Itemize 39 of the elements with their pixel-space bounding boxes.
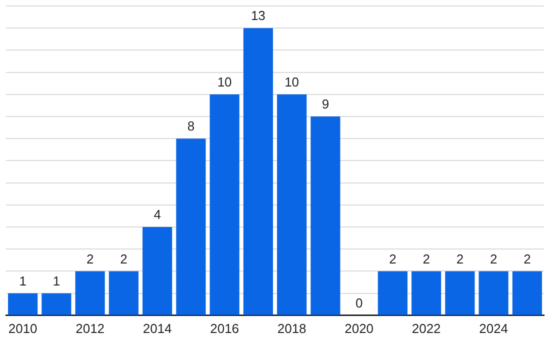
data-label: 2 xyxy=(120,251,128,266)
x-tick-label: 2014 xyxy=(142,320,172,336)
data-label: 2 xyxy=(422,251,430,266)
data-label: 0 xyxy=(355,295,363,310)
bar xyxy=(8,293,38,315)
data-label: 9 xyxy=(322,96,330,112)
data-label: 10 xyxy=(284,74,300,90)
data-label: 1 xyxy=(19,273,26,288)
data-label: 2 xyxy=(490,251,498,266)
data-label: 1 xyxy=(52,273,60,288)
data-label: 13 xyxy=(250,8,266,24)
data-label: 10 xyxy=(217,74,232,90)
x-tick-label: 2012 xyxy=(76,320,105,336)
bar xyxy=(176,138,206,315)
bar xyxy=(108,271,138,315)
data-label: 4 xyxy=(154,207,161,222)
data-label: 2 xyxy=(86,251,94,266)
bar xyxy=(42,293,72,315)
data-label: 2 xyxy=(524,251,531,266)
x-tick-label: 2024 xyxy=(479,320,508,336)
bar xyxy=(277,94,307,315)
data-label: 8 xyxy=(187,118,195,134)
x-tick-label: 2022 xyxy=(412,320,441,336)
bar xyxy=(378,271,408,315)
bar xyxy=(445,271,475,315)
x-tick-label: 2018 xyxy=(277,320,306,336)
x-tick-label: 2016 xyxy=(210,320,240,336)
x-tick-label: 2010 xyxy=(8,320,38,336)
bar xyxy=(243,28,273,315)
bar xyxy=(412,271,442,315)
bar xyxy=(210,94,240,315)
bar xyxy=(142,227,172,315)
bar xyxy=(75,271,105,315)
x-tick-label: 2020 xyxy=(344,320,374,336)
data-label: 2 xyxy=(389,251,396,266)
bar xyxy=(310,116,340,315)
bar xyxy=(512,271,542,315)
data-label: 2 xyxy=(456,251,464,266)
bar xyxy=(478,271,508,315)
